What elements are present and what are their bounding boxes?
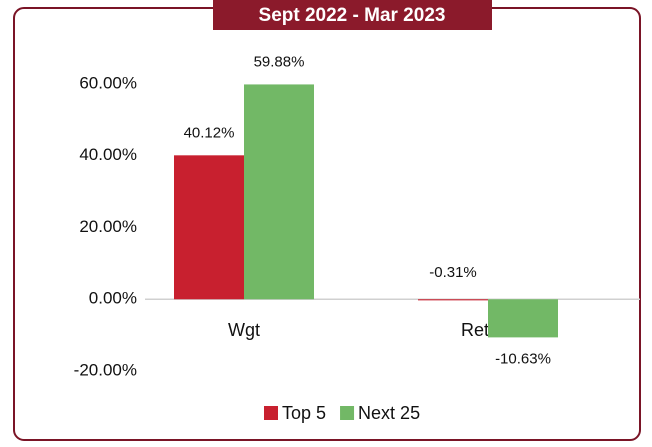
page: Sept 2022 - Mar 2023 -20.00% 0.00% 20.00% 4… (0, 0, 652, 447)
y-tick-label: 20.00% (79, 217, 137, 236)
chart-title: Sept 2022 - Mar 2023 (259, 5, 446, 26)
bar (418, 299, 488, 300)
data-label: 40.12% (184, 124, 235, 141)
bar (488, 299, 558, 337)
data-label: -10.63% (495, 350, 551, 367)
legend-label: Top 5 (282, 403, 326, 423)
legend-label: Next 25 (358, 403, 420, 423)
y-tick-label: 40.00% (79, 145, 137, 164)
legend-swatch (340, 406, 354, 420)
bar (244, 84, 314, 299)
y-tick-label: 0.00% (89, 289, 137, 308)
y-tick-label: 60.00% (79, 73, 137, 92)
bar (174, 155, 244, 299)
y-tick-label: -20.00% (74, 360, 137, 379)
data-label: -0.31% (429, 264, 477, 281)
data-label: 59.88% (254, 53, 305, 70)
legend-swatch (264, 406, 278, 420)
chart: Sept 2022 - Mar 2023 -20.00% 0.00% 20.00% 4… (0, 0, 652, 447)
x-tick-label: Wgt (228, 320, 260, 340)
